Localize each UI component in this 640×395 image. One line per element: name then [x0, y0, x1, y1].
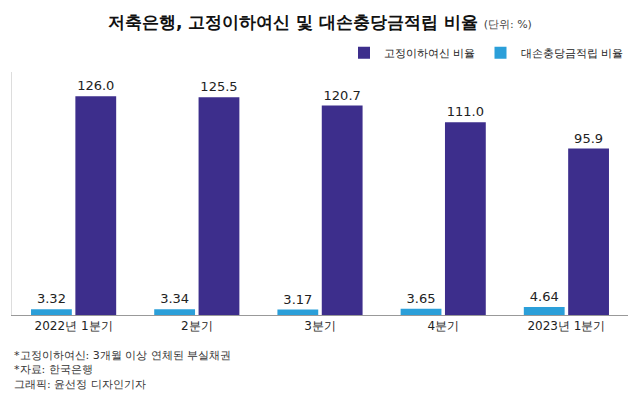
svg-text:125.5: 125.5: [200, 79, 237, 94]
svg-text:95.9: 95.9: [574, 131, 603, 146]
svg-text:111.0: 111.0: [447, 104, 484, 119]
svg-text:2022년 1분기: 2022년 1분기: [35, 319, 113, 333]
svg-text:*고정이하여신: 3개월 이상 연체된 부실채권*자료: 한: *고정이하여신: 3개월 이상 연체된 부실채권*자료: 한국은행그래픽: 윤선…: [14, 349, 231, 391]
svg-text:3.34: 3.34: [160, 291, 189, 306]
svg-text:2분기: 2분기: [181, 319, 213, 333]
svg-text:120.7: 120.7: [324, 88, 361, 103]
svg-text:저축은행, 고정이하여신 및 대손충당금적립 비율 (단위:: 저축은행, 고정이하여신 및 대손충당금적립 비율 (단위: %): [108, 12, 532, 32]
svg-text:고정이하여신 비율: 고정이하여신 비율: [384, 47, 476, 60]
svg-text:3.17: 3.17: [283, 292, 312, 307]
svg-text:4분기: 4분기: [427, 319, 459, 333]
svg-text:대손충당금적립 비율: 대손충당금적립 비율: [521, 47, 624, 60]
svg-text:4.64: 4.64: [530, 289, 559, 304]
svg-text:2023년 1분기: 2023년 1분기: [527, 319, 605, 333]
svg-text:3분기: 3분기: [304, 319, 336, 333]
svg-text:3.65: 3.65: [407, 291, 436, 306]
svg-text:126.0: 126.0: [77, 78, 114, 93]
svg-text:3.32: 3.32: [37, 291, 66, 306]
